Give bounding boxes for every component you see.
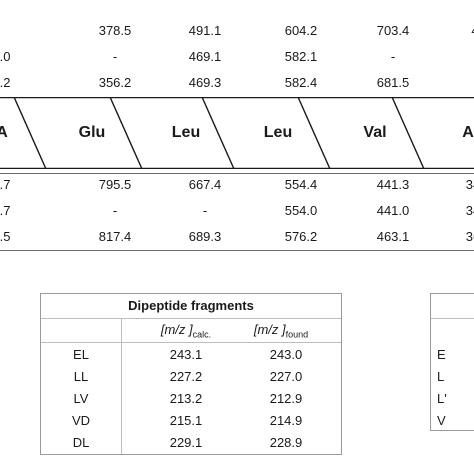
table-cell: 463.1 (376, 229, 410, 244)
table-cell: 34 (465, 203, 474, 218)
fragment-found: 227.0 (269, 369, 303, 384)
fragment-found: 228.9 (269, 435, 303, 450)
table-row: V (437, 413, 446, 428)
cleavage-line (109, 97, 143, 169)
table-cell: 681.5 (376, 75, 410, 90)
sequence-band-outline (0, 97, 474, 169)
fragment-calc: 215.1 (169, 413, 203, 428)
table-cell: 34 (465, 177, 474, 192)
table-cell: 554.4 (284, 177, 318, 192)
table-title: Dipeptide fragments (41, 294, 341, 319)
cleavage-line (391, 97, 425, 169)
table-cell: 36 (465, 229, 474, 244)
table-cell: 469.3 (188, 75, 222, 90)
fragment-calc: 213.2 (169, 391, 203, 406)
table-row: LL 227.2 227.0 (41, 366, 341, 388)
residue-label: Leu (171, 124, 201, 141)
table-cell: 491.1 (188, 23, 222, 38)
fragment-found: 212.9 (269, 391, 303, 406)
table-row: LV 213.2 212.9 (41, 388, 341, 410)
column-header-calc: [m/z ]calc. (160, 322, 212, 340)
cleavage-line (13, 97, 47, 169)
table-row: VD 215.1 214.9 (41, 410, 341, 432)
fragment-name: VD (71, 413, 91, 428)
upper-row: .0 - 469.1 582.1 - (0, 47, 474, 67)
header-rule (431, 318, 474, 319)
table-cell: 582.4 (284, 75, 318, 90)
table-cell: - (390, 49, 396, 64)
table-cell: .2 (0, 75, 11, 90)
fragment-found: 214.9 (269, 413, 303, 428)
column-divider (121, 318, 122, 454)
table-row: DL 229.1 228.9 (41, 432, 341, 454)
table-cell: 795.5 (98, 177, 132, 192)
table-cell: 554.0 (284, 203, 318, 218)
fragment-name: LL (73, 369, 89, 384)
table-cell: 667.4 (188, 177, 222, 192)
residue-label: A (462, 124, 474, 141)
upper-row: .2 356.2 469.3 582.4 681.5 (0, 73, 474, 93)
fragment-calc: 227.2 (169, 369, 203, 384)
header-rule (41, 342, 341, 343)
fragment-name: EL (73, 347, 89, 362)
table-row: L' (437, 391, 447, 406)
upper-row: 378.5 491.1 604.2 703.4 4 (0, 21, 474, 41)
table-row: L (437, 369, 445, 384)
residue-label: Val (363, 124, 387, 141)
column-header-found: [m/z ]found (253, 322, 309, 340)
table-cell: 582.1 (284, 49, 318, 64)
dipeptide-fragments-table: Dipeptide fragments [m/z ]calc. [m/z ]fo… (40, 293, 342, 455)
table-cell: - (202, 203, 208, 218)
table-cell: .7 (0, 203, 11, 218)
fragment-calc: 229.1 (169, 435, 203, 450)
table-cell: 576.2 (284, 229, 318, 244)
residue-label: Glu (78, 124, 106, 141)
table-cell: 441.3 (376, 177, 410, 192)
table-cell: 469.1 (188, 49, 222, 64)
fragment-name: LV (73, 391, 89, 406)
table-cell: 817.4 (98, 229, 132, 244)
sequence-band: A Glu Leu Leu Val A (0, 97, 474, 169)
lower-row: .7 795.5 667.4 554.4 441.3 34 (0, 175, 474, 195)
fragment-found: 243.0 (269, 347, 303, 362)
fragment-name: DL (72, 435, 90, 450)
table-rule (0, 250, 474, 251)
lower-row: .7 - - 554.0 441.0 34 (0, 201, 474, 221)
fragment-calc: 243.1 (169, 347, 203, 362)
cleavage-line (297, 97, 331, 169)
table-cell: 703.4 (376, 23, 410, 38)
table-cell: .0 (0, 49, 11, 64)
residue-label: Leu (263, 124, 293, 141)
table-cell: - (112, 203, 118, 218)
table-cell: 4 (430, 21, 474, 41)
table-rule (0, 173, 474, 174)
table-cell: .5 (0, 229, 11, 244)
table-cell: - (112, 49, 118, 64)
table-cell: 441.0 (376, 203, 410, 218)
table-cell: .7 (0, 177, 11, 192)
lower-row: .5 817.4 689.3 576.2 463.1 36 (0, 227, 474, 247)
table-cell: 689.3 (188, 229, 222, 244)
cleavage-line (201, 97, 235, 169)
table-row: E (437, 347, 446, 362)
table-cell: 378.5 (98, 23, 132, 38)
residue-label: A (0, 124, 8, 141)
table-cell: 604.2 (284, 23, 318, 38)
table-row: EL 243.1 243.0 (41, 344, 341, 366)
second-fragments-table: E L L' V (430, 293, 474, 431)
table-cell: 356.2 (98, 75, 132, 90)
